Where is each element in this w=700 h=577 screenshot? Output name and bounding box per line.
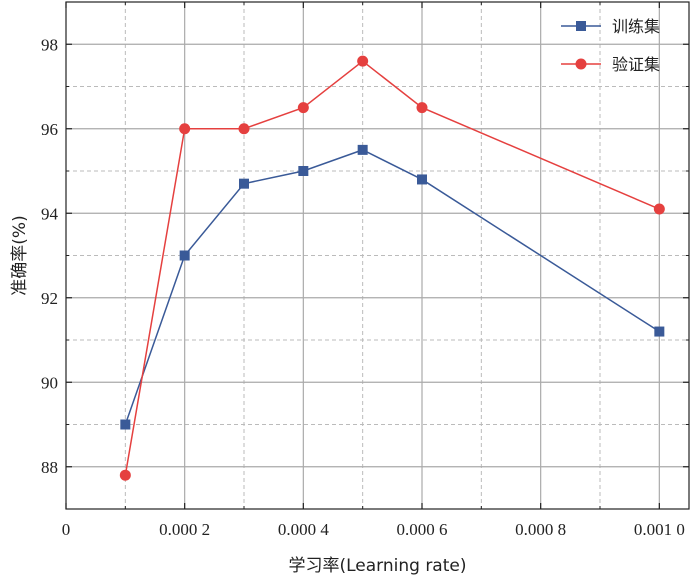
data-point <box>416 102 428 114</box>
data-point <box>119 469 131 481</box>
y-tick-label: 94 <box>41 204 59 223</box>
y-tick-label: 96 <box>41 120 58 139</box>
data-point <box>239 178 249 189</box>
axis-ticks: 88 90 92 94 96 98 0 0.000 2 0.000 4 0.000 6 0.000 … <box>41 1 689 539</box>
series-layer <box>119 55 665 481</box>
x-tick-label: 0 <box>62 520 71 539</box>
data-point <box>120 419 131 430</box>
x-axis-label: 学习率(Learning rate) <box>288 556 466 576</box>
legend-label: 训练集 <box>612 17 660 36</box>
data-point <box>297 102 309 114</box>
data-point <box>179 250 190 261</box>
legend-marker <box>576 21 586 31</box>
series-line <box>124 149 660 425</box>
y-tick-label: 88 <box>41 458 58 477</box>
x-tick-label: 0.000 8 <box>515 520 566 539</box>
data-point <box>238 123 250 135</box>
x-tick-label: 0.000 2 <box>159 520 210 539</box>
series-1 <box>120 144 665 430</box>
legend-label: 验证集 <box>612 55 660 74</box>
data-point <box>654 326 665 337</box>
grid <box>66 1 689 510</box>
y-axis-label: 准确率(%) <box>10 215 30 295</box>
series-2 <box>119 55 665 481</box>
y-tick-label: 90 <box>41 373 58 392</box>
legend-item: 训练集 <box>561 17 660 36</box>
data-point <box>417 174 427 185</box>
series-line <box>124 60 660 476</box>
legend-marker <box>575 58 587 70</box>
legend-item: 验证集 <box>561 55 660 74</box>
data-point <box>357 55 369 67</box>
y-tick-label: 98 <box>41 35 58 54</box>
data-point <box>298 166 309 176</box>
x-tick-label: 0.000 6 <box>397 520 448 539</box>
data-point <box>357 144 368 155</box>
data-point <box>179 123 191 135</box>
x-tick-label: 0.001 0 <box>634 520 685 539</box>
x-tick-label: 0.000 4 <box>278 520 330 539</box>
y-tick-label: 92 <box>41 289 58 308</box>
data-point <box>653 203 665 215</box>
